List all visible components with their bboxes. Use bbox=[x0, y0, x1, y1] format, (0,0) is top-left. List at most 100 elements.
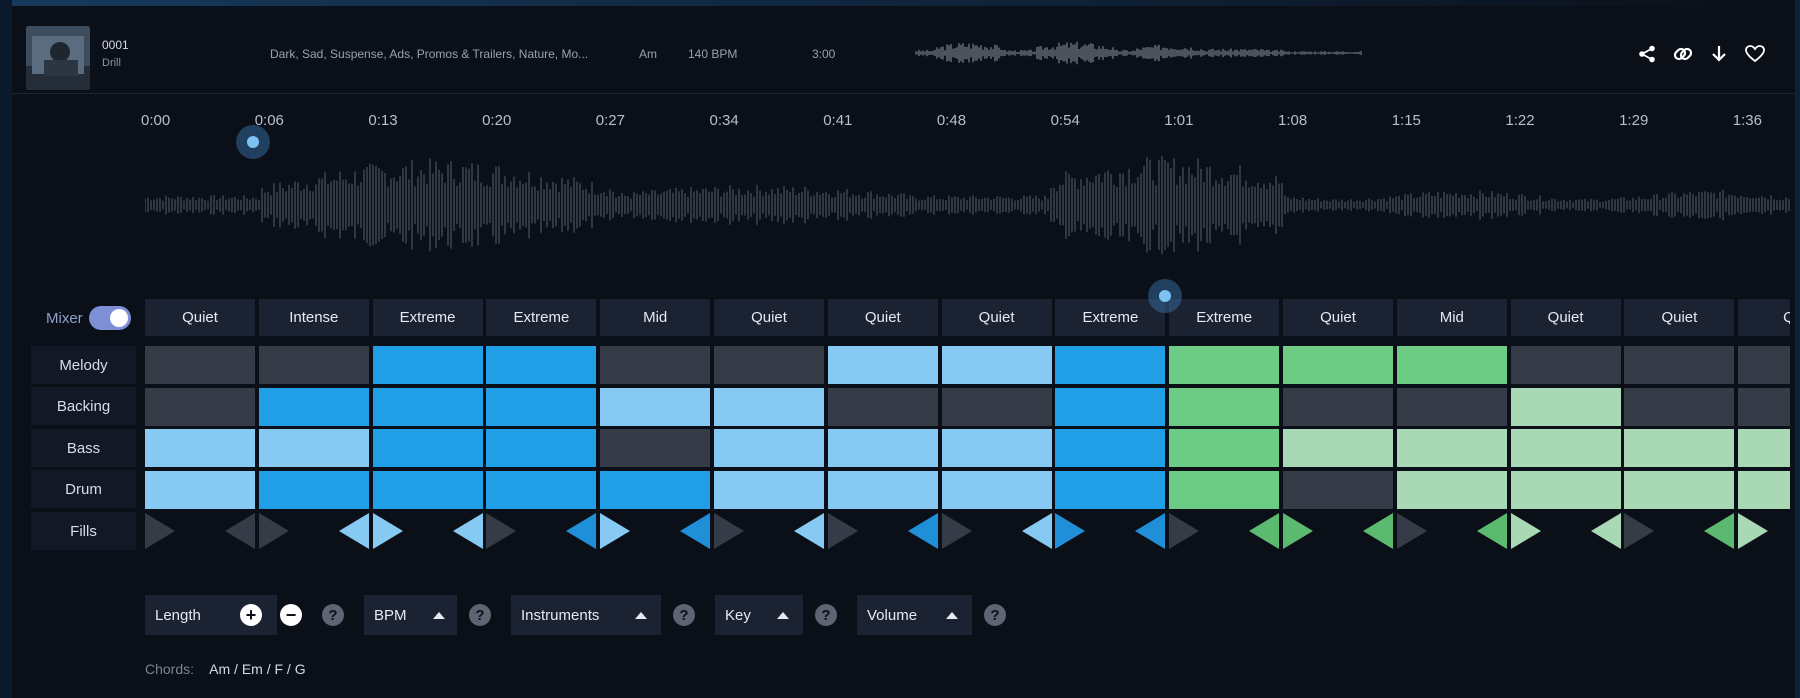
drum-block-10[interactable] bbox=[1169, 470, 1280, 509]
drum-block-14[interactable] bbox=[1624, 470, 1735, 509]
drum-block-8[interactable] bbox=[941, 470, 1052, 509]
drum-block-6[interactable] bbox=[714, 470, 824, 509]
melody-block-2[interactable] bbox=[258, 346, 369, 384]
bass-block-6[interactable] bbox=[714, 429, 824, 467]
bass-block-1[interactable] bbox=[145, 429, 255, 467]
fill-end-arrow[interactable] bbox=[452, 513, 483, 549]
mini-waveform[interactable] bbox=[915, 40, 1363, 66]
length-decrease-button[interactable]: − bbox=[280, 604, 302, 626]
segment-intensity-9[interactable]: Extreme bbox=[1055, 299, 1166, 336]
fill-start-arrow[interactable] bbox=[827, 513, 858, 549]
segment-intensity-12[interactable]: Mid bbox=[1396, 299, 1507, 336]
backing-block-5[interactable] bbox=[600, 387, 711, 426]
drum-block-5[interactable] bbox=[600, 470, 711, 509]
drum-block-4[interactable] bbox=[486, 470, 597, 509]
backing-block-6[interactable] bbox=[714, 387, 824, 426]
backing-block-4[interactable] bbox=[486, 387, 597, 426]
backing-block-13[interactable] bbox=[1510, 387, 1621, 426]
volume-dropdown[interactable]: Volume bbox=[857, 595, 972, 635]
fill-start-arrow[interactable] bbox=[714, 513, 744, 549]
fill-start-arrow[interactable] bbox=[145, 513, 175, 549]
drum-block-12[interactable] bbox=[1396, 470, 1507, 509]
length-help-icon[interactable]: ? bbox=[322, 604, 344, 626]
segment-intensity-3[interactable]: Extreme bbox=[372, 299, 483, 336]
fill-end-arrow[interactable] bbox=[1590, 513, 1621, 549]
melody-block-10[interactable] bbox=[1169, 346, 1280, 384]
volume-help-icon[interactable]: ? bbox=[984, 604, 1006, 626]
melody-block-11[interactable] bbox=[1283, 346, 1393, 384]
fill-start-arrow[interactable] bbox=[1510, 513, 1541, 549]
fill-end-arrow[interactable] bbox=[225, 513, 255, 549]
segment-intensity-2[interactable]: Intense bbox=[258, 299, 369, 336]
fill-end-arrow[interactable] bbox=[1021, 513, 1052, 549]
link-icon[interactable] bbox=[1673, 44, 1693, 64]
melody-block-6[interactable] bbox=[714, 346, 824, 384]
segment-intensity-13[interactable]: Quiet bbox=[1510, 299, 1621, 336]
segment-intensity-11[interactable]: Quiet bbox=[1283, 299, 1393, 336]
fill-end-arrow[interactable] bbox=[338, 513, 369, 549]
melody-block-13[interactable] bbox=[1510, 346, 1621, 384]
bass-block-13[interactable] bbox=[1510, 429, 1621, 467]
instruments-dropdown[interactable]: Instruments bbox=[511, 595, 661, 635]
fill-end-arrow[interactable] bbox=[1476, 513, 1507, 549]
melody-block-1[interactable] bbox=[145, 346, 255, 384]
fill-start-arrow[interactable] bbox=[1169, 513, 1200, 549]
backing-block-3[interactable] bbox=[372, 387, 483, 426]
drum-block-7[interactable] bbox=[827, 470, 938, 509]
melody-block-9[interactable] bbox=[1055, 346, 1166, 384]
segment-intensity-5[interactable]: Mid bbox=[600, 299, 711, 336]
bass-block-2[interactable] bbox=[258, 429, 369, 467]
melody-block-5[interactable] bbox=[600, 346, 711, 384]
backing-block-14[interactable] bbox=[1624, 387, 1735, 426]
segment-intensity-7[interactable]: Quiet bbox=[827, 299, 938, 336]
fill-start-arrow[interactable] bbox=[600, 513, 631, 549]
fill-end-arrow[interactable] bbox=[1704, 513, 1735, 549]
drum-block-15[interactable] bbox=[1738, 470, 1790, 509]
backing-block-11[interactable] bbox=[1283, 387, 1393, 426]
backing-block-15[interactable] bbox=[1738, 387, 1790, 426]
bpm-dropdown[interactable]: BPM bbox=[364, 595, 457, 635]
bpm-help-icon[interactable]: ? bbox=[469, 604, 491, 626]
download-icon[interactable] bbox=[1709, 44, 1729, 64]
fill-end-arrow[interactable] bbox=[794, 513, 824, 549]
backing-block-8[interactable] bbox=[941, 387, 1052, 426]
bass-block-12[interactable] bbox=[1396, 429, 1507, 467]
fill-start-arrow[interactable] bbox=[941, 513, 972, 549]
instruments-help-icon[interactable]: ? bbox=[673, 604, 695, 626]
length-increase-button[interactable]: + bbox=[240, 604, 262, 626]
fill-start-arrow[interactable] bbox=[1738, 513, 1769, 549]
bass-block-4[interactable] bbox=[486, 429, 597, 467]
main-waveform[interactable] bbox=[145, 150, 1790, 260]
share-icon[interactable] bbox=[1637, 44, 1657, 64]
bass-block-5[interactable] bbox=[600, 429, 711, 467]
melody-block-14[interactable] bbox=[1624, 346, 1735, 384]
segment-intensity-10[interactable]: Extreme bbox=[1169, 299, 1280, 336]
segment-intensity-8[interactable]: Quiet bbox=[941, 299, 1052, 336]
playhead-handle[interactable] bbox=[236, 125, 270, 159]
segment-intensity-15[interactable]: Qu bbox=[1738, 299, 1790, 336]
backing-block-10[interactable] bbox=[1169, 387, 1280, 426]
drum-block-1[interactable] bbox=[145, 470, 255, 509]
fill-end-arrow[interactable] bbox=[566, 513, 597, 549]
fill-start-arrow[interactable] bbox=[1055, 513, 1086, 549]
bass-block-15[interactable] bbox=[1738, 429, 1790, 467]
segment-intensity-1[interactable]: Quiet bbox=[145, 299, 255, 336]
melody-block-15[interactable] bbox=[1738, 346, 1790, 384]
backing-block-12[interactable] bbox=[1396, 387, 1507, 426]
track-artwork[interactable] bbox=[26, 26, 90, 90]
fill-start-arrow[interactable] bbox=[372, 513, 403, 549]
key-dropdown[interactable]: Key bbox=[715, 595, 803, 635]
drum-block-2[interactable] bbox=[258, 470, 369, 509]
melody-block-8[interactable] bbox=[941, 346, 1052, 384]
drum-block-13[interactable] bbox=[1510, 470, 1621, 509]
segment-intensity-4[interactable]: Extreme bbox=[486, 299, 597, 336]
melody-block-7[interactable] bbox=[827, 346, 938, 384]
fill-start-arrow[interactable] bbox=[1396, 513, 1427, 549]
fill-end-arrow[interactable] bbox=[680, 513, 711, 549]
bass-block-11[interactable] bbox=[1283, 429, 1393, 467]
bass-block-8[interactable] bbox=[941, 429, 1052, 467]
bass-block-14[interactable] bbox=[1624, 429, 1735, 467]
fill-start-arrow[interactable] bbox=[486, 513, 517, 549]
fill-end-arrow[interactable] bbox=[907, 513, 938, 549]
drum-block-9[interactable] bbox=[1055, 470, 1166, 509]
